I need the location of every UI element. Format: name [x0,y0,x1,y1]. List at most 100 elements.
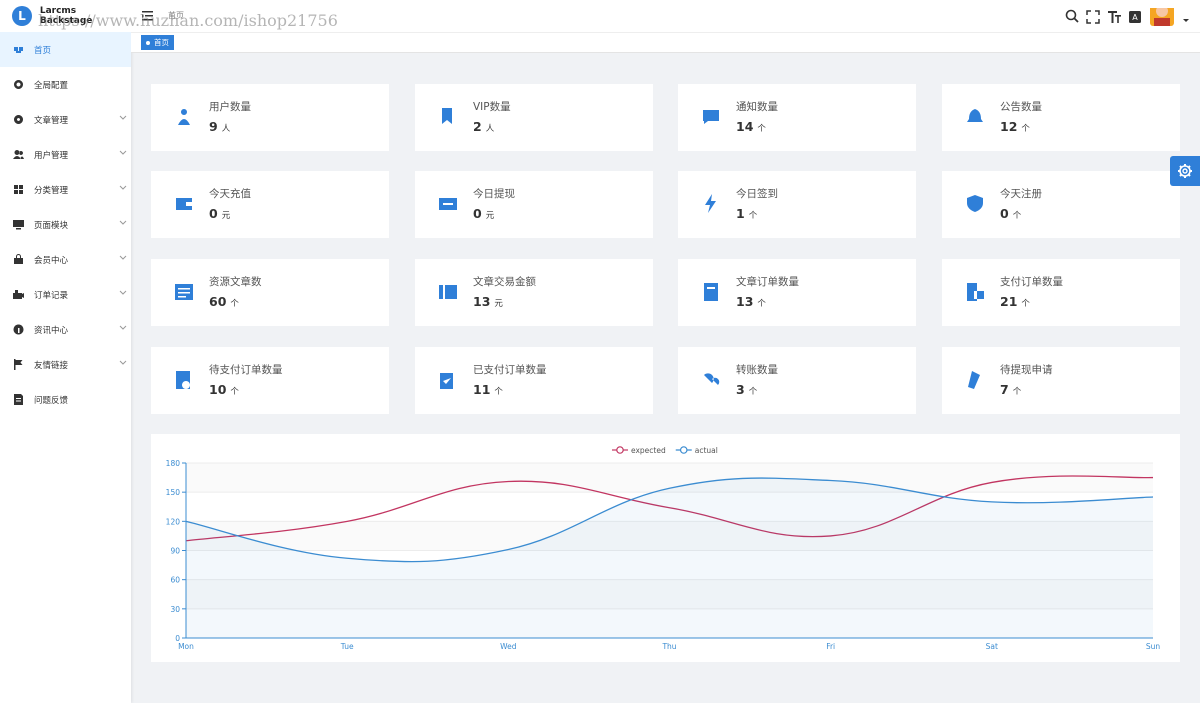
stat-icon-shape [175,284,193,300]
menu-item[interactable]: 用户管理 [0,137,131,172]
stat-unit: 个 [748,211,758,221]
legend-item[interactable]: expected [612,446,666,455]
menu-label: 首页 [34,45,52,56]
breadcrumb[interactable]: 首页 [168,11,184,20]
stat-value: 0 [473,206,482,221]
watermark: https://www.huzhan.com/ishop21756 [38,11,338,30]
menu-chevron [119,255,127,260]
menu-item[interactable]: 文章管理 [0,102,131,137]
stat-icon [967,195,983,212]
legend-label: actual [695,446,718,455]
translate-icon[interactable]: A [1129,11,1141,23]
split-area [186,579,1153,609]
font-size-icon[interactable] [1108,11,1121,23]
menu-icon-shape [14,394,23,405]
stat-unit: 个 [1021,299,1030,309]
menu: 首页全局配置 文章管理 用户管理 分类管理页面模块会员中心 订单记录资讯中心友情链接 问题… [0,32,131,417]
fullscreen-icon[interactable] [1086,10,1100,24]
line [185,475,1154,542]
stat-card: 转账数量 3 个 [678,347,916,414]
stat-value: 13 [736,294,754,309]
menu-label: 页面模块 [34,220,69,231]
stat-unit: 个 [757,124,766,134]
stat-card: 用户数量 9 人 [151,84,389,151]
stat-card: 今天充值 0 元 [151,171,389,238]
y-tick-label: 180 [166,459,181,468]
stat-card: 今天注册 0 个 [942,171,1180,238]
stat-label: 用户数量 [209,101,251,113]
y-tick-label: 120 [166,517,181,526]
menu-chevron [119,360,127,365]
stat-unit: 个 [757,299,766,309]
stat-icon [704,373,720,385]
stat-unit: 个 [1012,211,1022,221]
stat-icon [704,283,718,301]
tab-bar: 首页 [131,33,1200,53]
stat-icon [440,373,453,389]
stat-value: 21 [1000,294,1018,309]
stat-value: 1 [736,206,745,221]
stat-icon-shape [968,371,980,389]
stat-value: 9 [209,119,218,134]
tab[interactable]: 首页 [141,35,174,50]
tab-label: 首页 [154,38,169,47]
brand[interactable]: L Larcms Backstage [12,6,131,26]
menu-chevron [119,150,127,155]
stat-unit: 个 [748,387,758,397]
logo: L [12,6,32,26]
stat-icon-shape [439,198,457,210]
search-icon[interactable] [1065,9,1079,23]
y-tick-label: 150 [166,488,181,497]
chevron [119,325,127,330]
stat-icon [967,283,984,301]
menu-item[interactable]: 页面模块 [0,207,131,242]
stat-icon-shape [439,285,457,299]
stat-card: 文章订单数量 13 个 [678,259,916,326]
stat-value: 13 [473,294,491,309]
stat-unit: 人 [485,124,495,134]
menu-toggle[interactable] [141,9,154,22]
avatar[interactable] [1150,8,1174,26]
stat-icon-shape [442,108,452,124]
menu-item[interactable]: 友情链接 [0,347,131,382]
menu-item[interactable]: 问题反馈 [0,382,131,417]
stat-card: 今日提现 0 元 [415,171,653,238]
stat-label: 已支付订单数量 [473,364,547,376]
stat-icon-shape [178,109,190,125]
menu-chevron [119,325,127,330]
avatar-dropdown[interactable] [1182,18,1190,24]
menu-item[interactable]: 分类管理 [0,172,131,207]
settings-button[interactable] [1170,156,1200,186]
legend-item[interactable]: actual [675,446,718,455]
x-tick-label: Sat [986,642,998,651]
stat-label: 今日提现 [473,188,515,200]
settings-icon [1178,164,1192,178]
chevron [119,290,127,295]
menu-icon [13,324,24,335]
svg-text:A: A [1132,13,1138,22]
menu-icon-shape [14,359,23,370]
menu-item[interactable]: 会员中心 [0,242,131,277]
stat-icon [175,284,193,300]
stat-icon [439,198,457,210]
menu-label: 资讯中心 [34,325,69,336]
stat-label: 资源文章数 [209,276,262,288]
menu-icon [14,47,23,53]
menu-item[interactable]: 资讯中心 [0,312,131,347]
stat-card: 待支付订单数量 10 个 [151,347,389,414]
menu-item[interactable]: 全局配置 [0,67,131,102]
stat-label: 转账数量 [736,364,778,376]
stat-icon-shape [440,373,453,389]
menu-icon-shape [13,290,24,299]
stat-unit: 个 [494,387,503,397]
brand-name: Larcms Backstage [39,6,93,26]
menu-icon [14,359,23,370]
menu-item[interactable]: 首页 [0,32,131,67]
stat-value-row: 13 个 [736,294,766,309]
menu-item[interactable]: 订单记录 [0,277,131,312]
chevron [119,255,127,260]
stat-card: 文章交易金额 13 元 [415,259,653,326]
menu-chevron [119,115,127,120]
stat-icon-shape [967,283,984,301]
